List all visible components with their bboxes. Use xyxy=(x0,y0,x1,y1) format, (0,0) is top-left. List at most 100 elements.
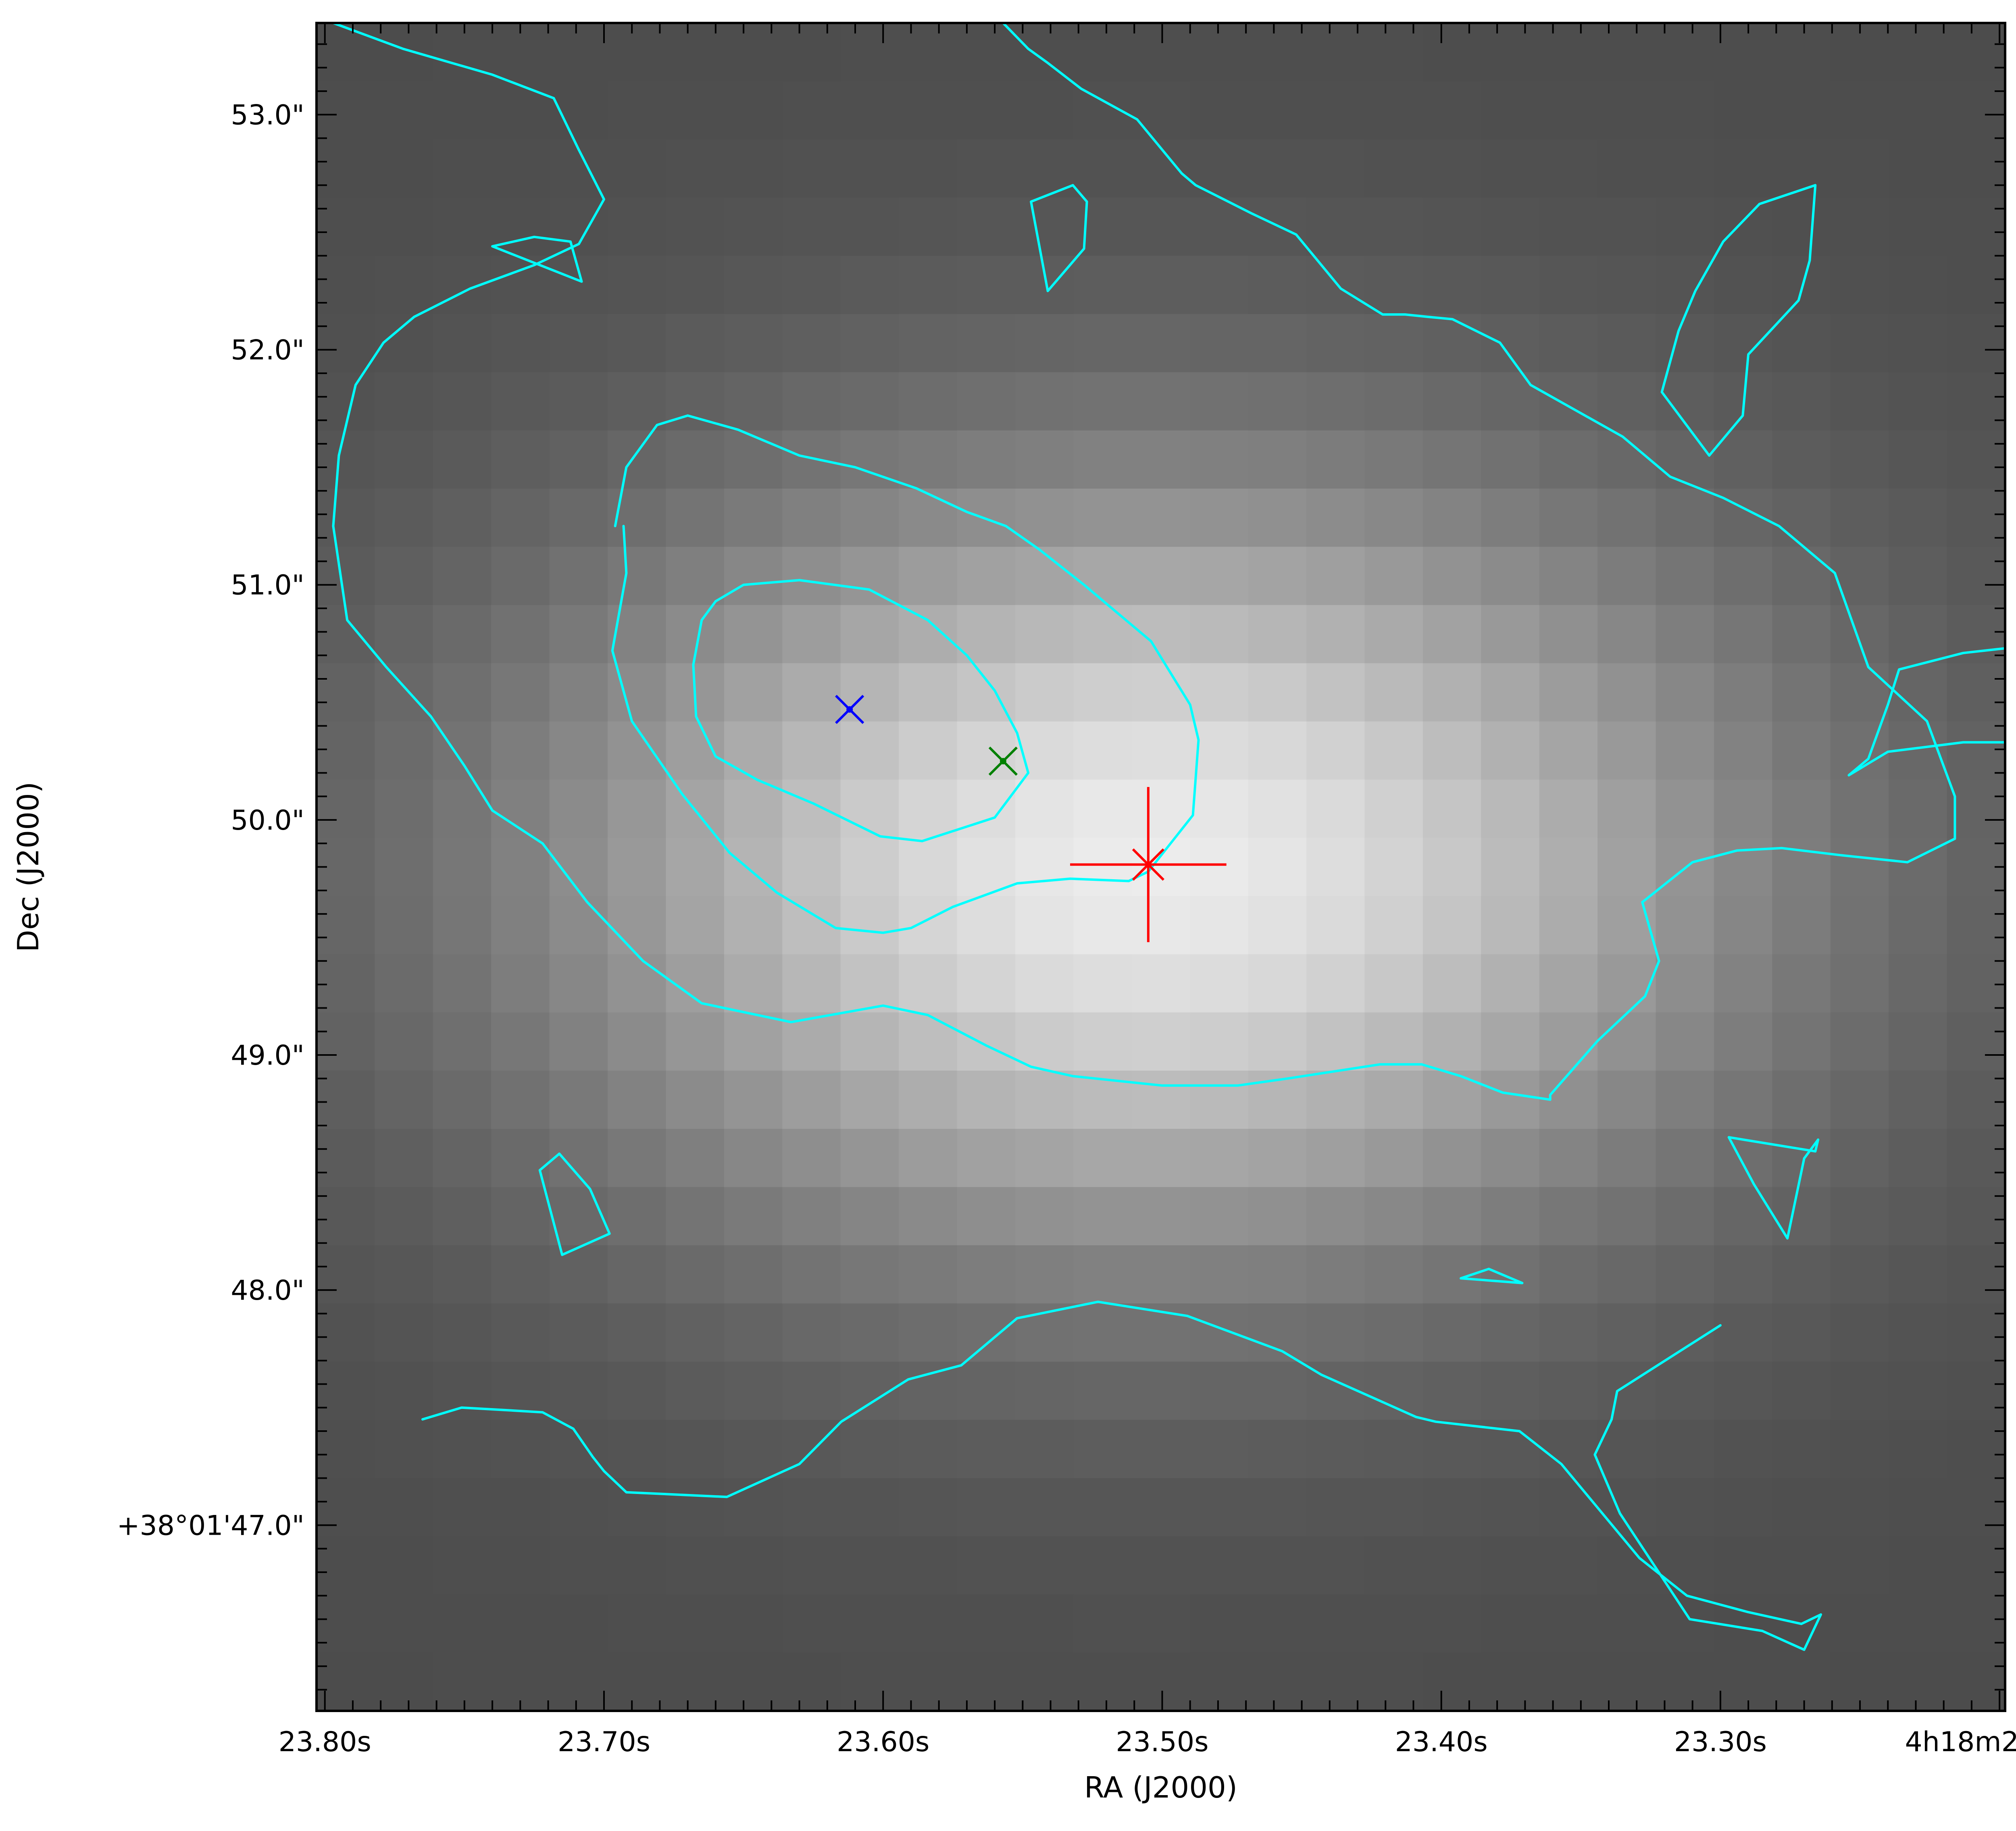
image-pixel xyxy=(1656,1245,1714,1304)
image-pixel xyxy=(1015,838,1074,897)
image-pixel xyxy=(1830,1536,1889,1595)
image-pixel xyxy=(666,1187,725,1246)
image-pixel xyxy=(724,779,783,839)
image-pixel xyxy=(724,314,783,373)
image-pixel xyxy=(1714,1652,1773,1711)
image-pixel xyxy=(1481,721,1540,780)
image-pixel xyxy=(899,954,958,1013)
image-pixel xyxy=(1248,1420,1307,1479)
image-pixel xyxy=(1131,256,1190,314)
contour-line-9 xyxy=(1460,1267,1524,1284)
image-pixel xyxy=(1539,1594,1598,1653)
image-pixel xyxy=(724,1594,783,1653)
image-pixel xyxy=(549,256,608,314)
image-pixel xyxy=(1597,1303,1656,1362)
image-pixel xyxy=(1364,256,1423,314)
image-pixel xyxy=(1481,1129,1540,1188)
image-pixel xyxy=(782,1187,841,1246)
image-pixel xyxy=(1364,23,1423,82)
image-pixel xyxy=(1422,1536,1482,1595)
image-pixel xyxy=(840,314,899,373)
image-pixel xyxy=(1364,139,1423,198)
image-pixel xyxy=(1481,430,1540,489)
image-pixel xyxy=(1714,430,1773,489)
y-tick-label: 50.0" xyxy=(231,805,304,836)
image-pixel xyxy=(1422,779,1482,839)
image-pixel xyxy=(1131,1303,1190,1362)
image-pixel xyxy=(433,1303,492,1362)
image-pixel xyxy=(1947,721,2006,780)
image-pixel xyxy=(549,547,608,605)
image-pixel xyxy=(1772,1245,1831,1304)
image-pixel xyxy=(1714,663,1773,722)
image-pixel xyxy=(1422,547,1482,605)
image-pixel xyxy=(1481,547,1540,605)
image-pixel xyxy=(1772,1070,1831,1129)
marker-2 xyxy=(988,746,1018,776)
image-pixel xyxy=(899,1420,958,1479)
image-pixel xyxy=(1772,23,1831,82)
image-pixel xyxy=(724,139,783,198)
x-tick-label: 23.50s xyxy=(1116,1726,1208,1758)
image-pixel xyxy=(840,1129,899,1188)
image-pixel xyxy=(1131,605,1190,664)
image-pixel xyxy=(433,1594,492,1653)
image-pixel xyxy=(1073,1420,1132,1479)
image-pixel xyxy=(1772,256,1831,314)
contour-line-7 xyxy=(1847,647,2006,777)
image-pixel xyxy=(1073,1012,1132,1071)
image-pixel xyxy=(1364,896,1423,955)
image-pixel xyxy=(1714,1012,1773,1071)
contour-line-6 xyxy=(1660,184,1817,457)
image-pixel xyxy=(1131,1536,1190,1595)
image-pixel xyxy=(1656,430,1714,489)
image-pixel xyxy=(1539,1420,1598,1479)
image-pixel xyxy=(1364,1478,1423,1537)
image-pixel xyxy=(1248,838,1307,897)
image-pixel xyxy=(1656,489,1714,547)
image-pixel xyxy=(1947,198,2006,256)
marker-dot xyxy=(846,706,853,713)
image-pixel xyxy=(1481,896,1540,955)
image-pixel xyxy=(666,896,725,955)
image-pixel xyxy=(1830,314,1889,373)
x-tick-label: 23.80s xyxy=(279,1726,371,1758)
image-pixel xyxy=(1015,1012,1074,1071)
image-pixel xyxy=(899,1245,958,1304)
image-pixel xyxy=(1131,430,1190,489)
image-pixel xyxy=(491,81,550,140)
image-pixel xyxy=(666,1478,725,1537)
image-pixel xyxy=(375,1420,433,1479)
image-pixel xyxy=(1947,896,2006,955)
image-pixel xyxy=(1422,838,1482,897)
image-pixel xyxy=(317,547,375,605)
image-pixel xyxy=(1947,1420,2006,1479)
image-pixel xyxy=(782,838,841,897)
image-pixel xyxy=(1015,198,1074,256)
image-pixel xyxy=(840,1012,899,1071)
image-pixel xyxy=(1947,1478,2006,1537)
image-pixel xyxy=(608,430,666,489)
image-pixel xyxy=(1539,372,1598,431)
image-pixel xyxy=(1597,1129,1656,1188)
image-pixel xyxy=(1714,896,1773,955)
image-pixel xyxy=(1422,1129,1482,1188)
image-pixel xyxy=(1947,954,2006,1013)
image-pixel xyxy=(724,1361,783,1420)
marker-3 xyxy=(1070,787,1227,943)
image-pixel xyxy=(608,1012,666,1071)
image-pixel xyxy=(1015,1245,1074,1304)
contour-line-8 xyxy=(538,1152,611,1256)
image-pixel xyxy=(1190,489,1249,547)
image-pixel xyxy=(1830,779,1889,839)
image-pixel xyxy=(549,896,608,955)
image-pixel xyxy=(1656,1420,1714,1479)
image-pixel xyxy=(1830,954,1889,1013)
image-pixel xyxy=(433,954,492,1013)
image-pixel xyxy=(899,1361,958,1420)
image-pixel xyxy=(724,1187,783,1246)
image-pixel xyxy=(840,1536,899,1595)
image-pixel xyxy=(1481,1070,1540,1129)
image-pixel xyxy=(1306,1070,1365,1129)
image-pixel xyxy=(549,1012,608,1071)
